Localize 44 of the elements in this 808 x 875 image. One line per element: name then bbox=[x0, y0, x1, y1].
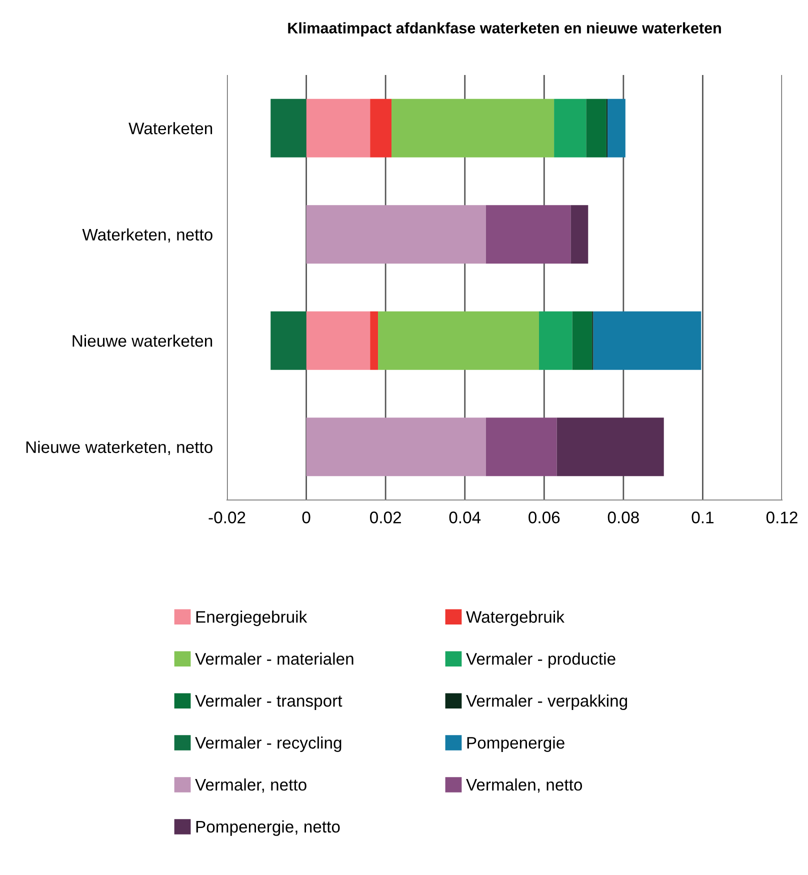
legend-label: Pompenergie bbox=[467, 736, 564, 752]
chart-title: Klimaatimpact afdankfase waterketen en nieuwe waterketen bbox=[288, 22, 721, 37]
x-tick-label: 0.08 bbox=[608, 512, 639, 524]
y-tick-label: Waterketen bbox=[128, 122, 212, 134]
legend-label: Vermalen, netto bbox=[466, 778, 582, 793]
bar bbox=[608, 98, 626, 158]
bar bbox=[586, 98, 606, 158]
legend-label: Vermaler - verpakking bbox=[466, 694, 628, 710]
bar bbox=[486, 418, 557, 476]
x-tick-label: 0.1 bbox=[692, 512, 714, 524]
bar bbox=[392, 98, 554, 158]
bar bbox=[486, 205, 571, 264]
bar bbox=[270, 311, 306, 370]
legend-label: Watergebruik bbox=[466, 610, 564, 626]
bar bbox=[306, 311, 370, 370]
bar bbox=[370, 311, 378, 370]
bar bbox=[306, 418, 486, 476]
bar bbox=[572, 311, 592, 370]
bar bbox=[556, 418, 664, 476]
legend-label: Energiegebruik bbox=[196, 610, 308, 626]
legend-label: Vermaler - productie bbox=[466, 652, 616, 668]
bar bbox=[538, 311, 572, 370]
legend-label: Vermaler, netto bbox=[195, 778, 306, 793]
y-tick-label: Nieuwe waterketen, netto bbox=[26, 440, 212, 456]
bar bbox=[370, 98, 392, 158]
bar bbox=[570, 205, 588, 264]
legend-label: Pompenergie, netto bbox=[196, 820, 340, 836]
y-tick-label: Waterketen, netto bbox=[82, 228, 212, 243]
x-tick-label: 0.02 bbox=[370, 512, 401, 524]
x-tick-label: -0.02 bbox=[208, 512, 246, 524]
legend-label: Vermaler - transport bbox=[195, 694, 342, 710]
bar bbox=[554, 98, 586, 158]
bar bbox=[593, 311, 702, 370]
x-tick-label: 0.06 bbox=[528, 512, 560, 524]
bar bbox=[306, 98, 370, 158]
bar bbox=[270, 98, 306, 158]
bar bbox=[306, 205, 486, 264]
y-tick-label: Nieuwe waterketen bbox=[72, 334, 212, 347]
bar bbox=[378, 311, 539, 370]
x-tick-label: 0.04 bbox=[449, 512, 481, 524]
x-tick-label: 0.12 bbox=[766, 512, 798, 524]
legend-label: Vermaler - materialen bbox=[195, 652, 354, 665]
legend-label: Vermaler - recycling bbox=[195, 736, 342, 752]
x-tick-label: 0 bbox=[302, 512, 310, 524]
